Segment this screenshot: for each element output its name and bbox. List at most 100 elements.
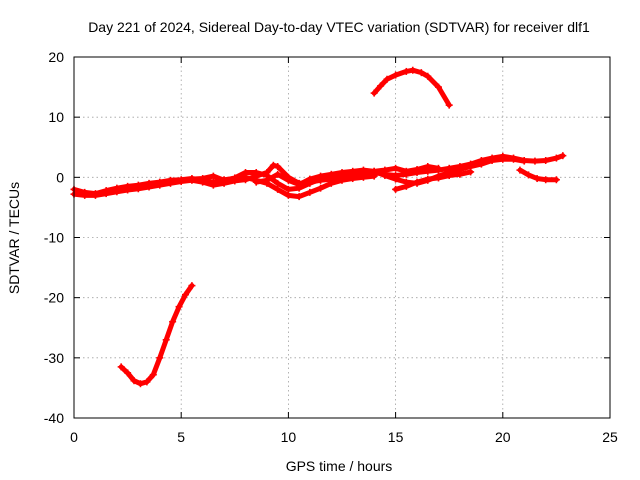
data-point [402, 67, 410, 75]
data-point [359, 166, 367, 174]
data-point [306, 175, 314, 183]
y-tick-label: 0 [56, 169, 64, 185]
data-point [252, 178, 260, 186]
data-point [117, 363, 125, 371]
data-point [143, 378, 151, 386]
data-series [70, 66, 567, 388]
data-point [434, 174, 442, 182]
data-point [381, 166, 389, 174]
data-point [542, 156, 550, 164]
data-point [413, 166, 421, 174]
x-tick-label: 5 [177, 429, 185, 445]
data-point [370, 89, 378, 97]
data-point [392, 71, 400, 79]
data-point [274, 163, 282, 171]
data-point [134, 185, 142, 193]
data-point [209, 172, 217, 180]
data-point [181, 291, 189, 299]
data-point [434, 83, 442, 91]
y-tick-label: 10 [48, 109, 64, 125]
data-point [274, 185, 282, 193]
series-arc-f [516, 166, 560, 184]
data-point [552, 176, 560, 184]
data-point [166, 179, 174, 187]
data-point [488, 156, 496, 164]
y-axis-label: SDTVAR / TECUs [6, 182, 22, 294]
data-point [531, 157, 539, 165]
data-point [434, 164, 442, 172]
data-point [252, 169, 260, 177]
data-point [175, 303, 183, 311]
data-point [392, 185, 400, 193]
data-point [424, 175, 432, 183]
data-point [424, 163, 432, 171]
data-point [102, 190, 110, 198]
data-point [477, 160, 485, 168]
data-point [542, 176, 550, 184]
data-point [284, 185, 292, 193]
data-point [402, 182, 410, 190]
data-point [467, 168, 475, 176]
data-point [124, 369, 132, 377]
y-tick-label: -20 [44, 290, 64, 306]
data-point [559, 152, 567, 160]
data-point [338, 169, 346, 177]
x-axis-label: GPS time / hours [286, 458, 393, 474]
data-point [113, 188, 121, 196]
data-point [274, 170, 282, 178]
data-point [130, 377, 138, 385]
data-point [274, 179, 282, 187]
data-point [295, 181, 303, 189]
series-arc-d [252, 163, 442, 189]
data-point [417, 69, 425, 77]
data-point [520, 157, 528, 165]
data-point [188, 175, 196, 183]
grid [74, 57, 610, 418]
x-tick-label: 15 [388, 429, 404, 445]
series-arc-h [117, 282, 196, 388]
y-tick-label: -30 [44, 350, 64, 366]
data-point [413, 178, 421, 186]
series-arc-e [392, 168, 475, 193]
series-arc-g [370, 66, 453, 109]
data-point [242, 176, 250, 184]
data-point [284, 191, 292, 199]
data-point [516, 166, 524, 174]
data-point [392, 164, 400, 172]
data-point [263, 176, 271, 184]
plot-area-border [73, 56, 611, 419]
x-tick-label: 10 [281, 429, 297, 445]
data-point [525, 171, 533, 179]
data-point [456, 170, 464, 178]
data-point [284, 176, 292, 184]
data-point [199, 175, 207, 183]
data-point [136, 380, 144, 388]
x-tick-label: 20 [495, 429, 511, 445]
data-point [349, 167, 357, 175]
data-point [91, 191, 99, 199]
data-point [145, 183, 153, 191]
data-point [209, 181, 217, 189]
axis-ticks: 0 5 10 15 20 25 -40 -30 -20 -10 0 10 20 [44, 49, 618, 445]
data-point [383, 75, 391, 83]
series-band [118, 283, 195, 387]
y-tick-label: 20 [48, 49, 64, 65]
data-point [317, 184, 325, 192]
data-point [156, 181, 164, 189]
x-tick-label: 25 [602, 429, 618, 445]
y-tick-label: -40 [44, 410, 64, 426]
data-point [149, 371, 157, 379]
data-point [306, 188, 314, 196]
data-point [402, 167, 410, 175]
data-point [220, 176, 228, 184]
data-point [124, 186, 132, 194]
data-point [510, 155, 518, 163]
data-point [169, 318, 177, 326]
data-point [231, 174, 239, 182]
data-point [552, 154, 560, 162]
data-point [188, 282, 196, 290]
data-point [370, 167, 378, 175]
data-point [377, 82, 385, 90]
x-tick-label: 0 [70, 429, 78, 445]
